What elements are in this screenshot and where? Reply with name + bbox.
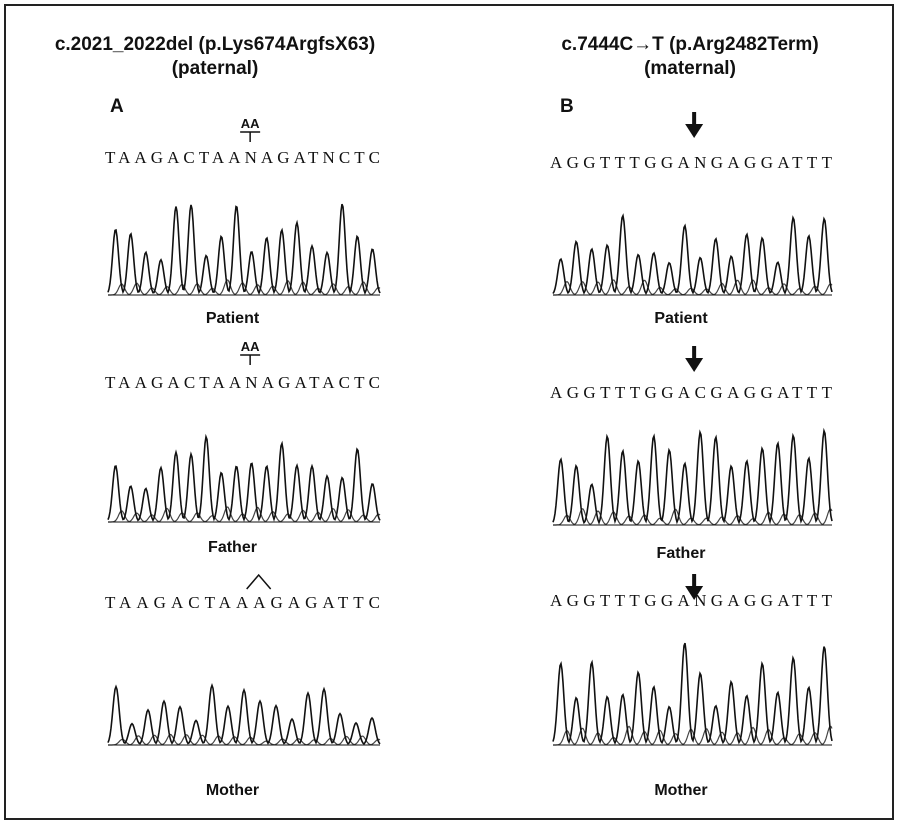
panel-subtitle: (maternal) <box>644 58 736 79</box>
sample-label: Patient <box>206 310 260 327</box>
sequence: AGGTTTGGANGAGGATTT <box>550 153 833 172</box>
chromatogram-trace <box>108 437 380 521</box>
chromatogram-trace <box>108 685 380 744</box>
sequence: AGGTTTGGACGAGGATTT <box>550 383 833 402</box>
chromatogram-trace <box>108 204 380 293</box>
sample-label: Mother <box>654 782 707 799</box>
panel-letter: B <box>560 96 574 117</box>
chromatogram-trace <box>108 280 380 295</box>
figure: c.2021_2022del (p.Lys674ArgfsX63) (patern… <box>0 0 900 822</box>
chromatogram-trace <box>553 643 832 743</box>
insertion-label: AA <box>241 339 260 354</box>
chromatogram-trace <box>553 431 832 523</box>
sample-label: Mother <box>206 782 259 799</box>
arrow-head <box>685 358 703 372</box>
insertion-label: AA <box>241 116 260 131</box>
panel-title: c.2021_2022del (p.Lys674ArgfsX63) <box>55 34 375 55</box>
chromatogram-trace <box>108 735 380 746</box>
sequence: TAAGACTAANAGATACTC <box>105 373 380 392</box>
chromatogram-trace <box>553 726 832 745</box>
sample-label: Father <box>657 545 706 562</box>
arrow-head <box>685 124 703 138</box>
panel-subtitle: (paternal) <box>172 58 259 79</box>
sequence: TAAGACTAANAGATNCTC <box>105 148 380 167</box>
chromatogram-trace <box>553 216 832 294</box>
sample-label: Father <box>208 539 257 556</box>
sample-label: Patient <box>654 310 708 327</box>
chromatogram-trace <box>553 509 832 525</box>
panel-letter: A <box>110 96 124 117</box>
sequence: TAAGACTAAAGAGATTC <box>105 593 380 612</box>
panel-title: c.7444C→T (p.Arg2482Term) <box>561 34 818 55</box>
deletion-caret <box>247 575 271 589</box>
